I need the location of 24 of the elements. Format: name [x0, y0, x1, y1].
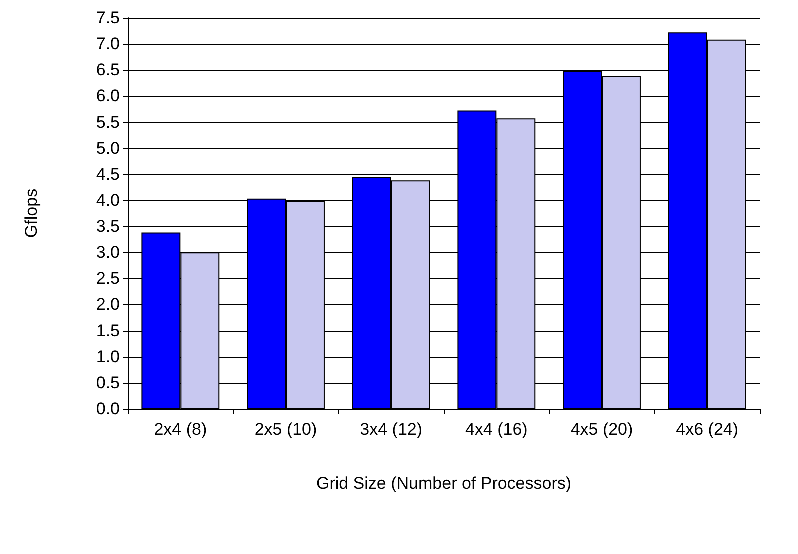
- x-axis-title: Grid Size (Number of Processors): [316, 474, 572, 493]
- y-tick-label: 2.0: [96, 295, 120, 314]
- y-tick-label: 0.5: [96, 373, 120, 392]
- y-tick-label: 1.5: [96, 321, 120, 340]
- y-axis-title: Gflops: [22, 188, 41, 238]
- y-tick-label: 4.0: [96, 190, 120, 210]
- y-tick-label: 7.0: [96, 34, 120, 54]
- y-tick-label: 5.0: [96, 138, 120, 158]
- y-tick-label: 3.5: [96, 217, 120, 236]
- x-tick-label: 4x6 (24): [676, 420, 739, 439]
- x-tick-label: 2x4 (8): [154, 420, 208, 439]
- y-tick-label: 2.5: [96, 269, 120, 288]
- x-tick-label: 4x4 (16): [465, 420, 528, 439]
- y-tick-label: 6.5: [96, 60, 120, 80]
- x-tick-label: 2x5 (10): [254, 420, 318, 439]
- y-tick-label: 4.5: [96, 164, 120, 184]
- y-tick-label: 6.0: [96, 86, 120, 106]
- y-tick-label: 5.5: [96, 112, 120, 132]
- x-tick-label: 3x4 (12): [360, 420, 423, 439]
- y-tick-label: 3.0: [96, 243, 120, 262]
- y-tick-label: 1.0: [96, 347, 120, 366]
- y-tick-label: 0.0: [96, 400, 120, 418]
- x-tick-label: 4x5 (20): [570, 420, 634, 439]
- y-tick-label: 7.5: [96, 8, 120, 28]
